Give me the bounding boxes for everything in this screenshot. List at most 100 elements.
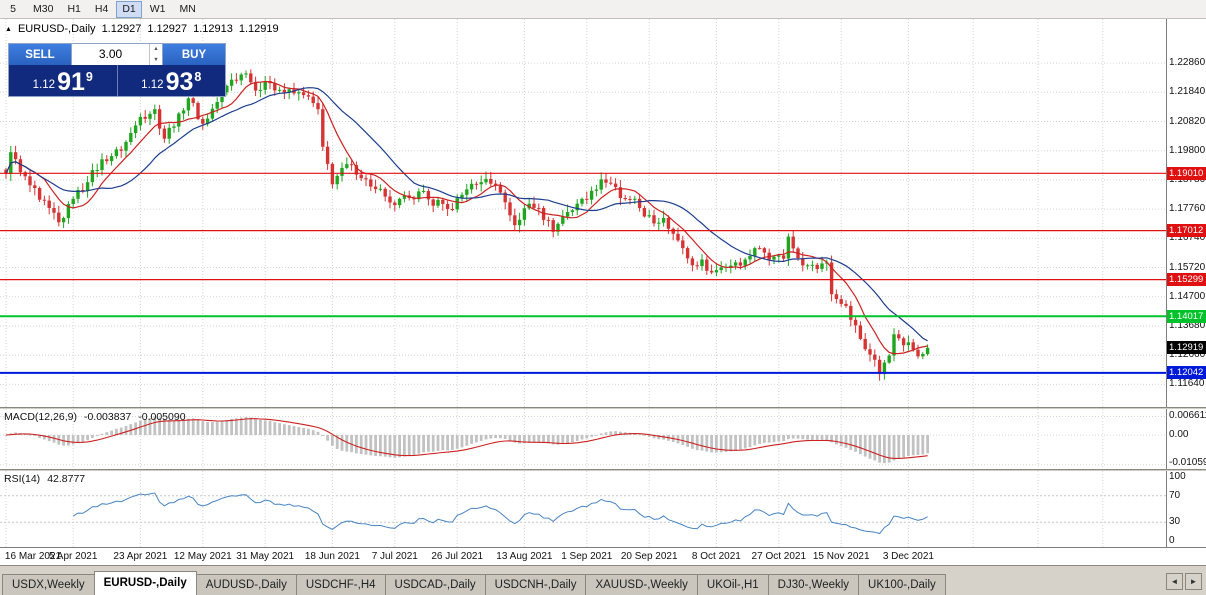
date-axis-label: 3 Dec 2021 <box>882 551 934 562</box>
volume-value[interactable]: 3.00 <box>98 47 123 61</box>
date-axis-label: 23 Apr 2021 <box>113 551 168 562</box>
sell-price-point: 9 <box>85 70 93 84</box>
ohlc-close: 1.12919 <box>238 23 279 35</box>
buy-price-prefix: 1.12 <box>141 79 164 91</box>
rsi-title: RSI(14) <box>4 473 41 485</box>
chart-tab-uk100-daily[interactable]: UK100-,Daily <box>858 574 946 595</box>
chart-tab-eurusd-daily[interactable]: EURUSD-,Daily <box>93 571 197 595</box>
tab-scroll-controls: ◄ ► <box>1166 573 1204 590</box>
price-axis-label: 1.13680 <box>1169 319 1206 331</box>
date-axis-label: 15 Nov 2021 <box>812 551 870 562</box>
tab-scroll-right-button[interactable]: ► <box>1185 573 1202 590</box>
price-axis-label: 1.17760 <box>1169 203 1206 215</box>
price-axis-label: 1.14700 <box>1169 290 1206 302</box>
macd-value: -0.003837 <box>83 411 132 423</box>
date-axis-label: 12 May 2021 <box>173 551 232 562</box>
rsi-header: RSI(14) 42.8777 <box>4 473 85 485</box>
price-axis-label: 1.21840 <box>1169 86 1206 98</box>
chart-tab-ukoil-h1[interactable]: UKOil-,H1 <box>696 574 769 595</box>
rsi-axis-label: 0 <box>1169 535 1175 546</box>
tab-scroll-left-button[interactable]: ◄ <box>1166 573 1183 590</box>
sell-button[interactable]: SELL <box>9 44 71 65</box>
one-click-collapse-icon[interactable]: ▲ <box>5 25 12 33</box>
macd-axis-label: 0.00 <box>1169 429 1189 440</box>
current-price-badge: 1.12919 <box>1167 341 1206 355</box>
rsi-value: 42.8777 <box>47 473 86 485</box>
date-axis-label: 5 Apr 2021 <box>49 551 98 562</box>
hline-price-badge: 1.14017 <box>1167 309 1206 323</box>
date-axis-label: 13 Aug 2021 <box>496 551 553 562</box>
macd-canvas[interactable] <box>0 409 1166 469</box>
chart-window: 1.228601.218401.208201.198001.187801.177… <box>0 19 1206 565</box>
price-axis: 1.228601.218401.208201.198001.187801.177… <box>1166 19 1206 407</box>
chart-tab-bar: USDX,Weekly EURUSD-,Daily AUDUSD-,Daily USD… <box>0 565 1206 595</box>
macd-axis-label: 0.006611 <box>1169 410 1206 422</box>
date-axis-label: 18 Jun 2021 <box>304 551 360 562</box>
rsi-canvas[interactable] <box>0 471 1166 547</box>
ohlc-low: 1.12913 <box>193 23 233 35</box>
hline-price-badge: 1.12042 <box>1167 366 1206 380</box>
date-axis-label: 20 Sep 2021 <box>620 551 678 562</box>
rsi-axis: 100 70 30 0 <box>1166 471 1206 547</box>
sell-price-pips: 91 <box>57 68 85 96</box>
date-axis-label: 27 Oct 2021 <box>751 551 807 562</box>
panel-splitter[interactable] <box>0 407 1206 409</box>
timeframe-button-H4[interactable]: H4 <box>89 1 114 18</box>
date-axis-label: 1 Sep 2021 <box>561 551 613 562</box>
chart-tab-usdchf-h4[interactable]: USDCHF-,H4 <box>295 574 386 595</box>
sell-price-display[interactable]: 1.12 91 9 <box>9 65 118 96</box>
buy-price-pips: 93 <box>165 68 194 96</box>
chart-tab-dj30-weekly[interactable]: DJ30-,Weekly <box>767 574 860 595</box>
buy-price-point: 8 <box>194 70 202 84</box>
timeframe-button-5[interactable]: 5 <box>1 1 25 18</box>
macd-header: MACD(12,26,9) -0.003837 -0.005090 <box>4 411 186 423</box>
date-axis-label: 8 Oct 2021 <box>691 551 741 562</box>
date-axis-label: 31 May 2021 <box>236 551 295 562</box>
one-click-trading-panel: SELL 3.00 ▲ ▼ BUY 1.12 91 9 <box>8 43 226 97</box>
hline-price-badge: 1.17012 <box>1167 224 1206 238</box>
ohlc-high: 1.12927 <box>147 23 188 35</box>
volume-decrease-icon[interactable]: ▼ <box>153 56 159 63</box>
macd-panel: 0.006611 0.00 -0.010590 MACD(12,26,9) -0.0… <box>0 409 1206 469</box>
rsi-panel: 100 70 30 0 RSI(14) 42.8777 <box>0 471 1206 547</box>
chart-tab-xauusd-weekly[interactable]: XAUUSD-,Weekly <box>585 574 698 595</box>
date-axis-label: 26 Jul 2021 <box>431 551 484 562</box>
chart-tab-audusd-daily[interactable]: AUDUSD-,Daily <box>195 574 297 595</box>
chart-header: ▲ EURUSD-,Daily 1.12927 1.12927 1.12913 … <box>5 23 279 35</box>
timeframe-toolbar: 5 M30 H1 H4 D1 W1 MN <box>0 0 1206 19</box>
chart-tab-usdcnh-daily[interactable]: USDCNH-,Daily <box>484 574 587 595</box>
price-axis-label: 1.20820 <box>1169 115 1206 127</box>
panel-splitter[interactable] <box>0 469 1206 471</box>
macd-signal-value: -0.005090 <box>138 411 186 423</box>
volume-increase-icon[interactable]: ▲ <box>153 46 159 53</box>
macd-axis: 0.006611 0.00 -0.010590 <box>1166 409 1206 469</box>
timeframe-button-W1[interactable]: W1 <box>144 1 172 18</box>
chart-tab-usdcad-daily[interactable]: USDCAD-,Daily <box>384 574 486 595</box>
price-panel: 1.228601.218401.208201.198001.187801.177… <box>0 19 1206 407</box>
rsi-axis-label: 70 <box>1169 489 1181 501</box>
chart-tab-usdx-weekly[interactable]: USDX,Weekly <box>2 574 95 595</box>
timeframe-button-MN[interactable]: MN <box>174 1 202 18</box>
chart-symbol-label: EURUSD-,Daily <box>17 23 96 35</box>
date-axis-label: 7 Jul 2021 <box>371 551 418 562</box>
timeframe-button-M30[interactable]: M30 <box>27 1 59 18</box>
hline-price-badge: 1.15299 <box>1167 273 1206 287</box>
timeframe-button-H1[interactable]: H1 <box>61 1 86 18</box>
macd-axis-label: -0.010590 <box>1169 457 1206 468</box>
price-axis-label: 1.16740 <box>1169 232 1206 244</box>
rsi-axis-label: 100 <box>1169 471 1186 482</box>
buy-button[interactable]: BUY <box>163 44 225 65</box>
buy-price-display[interactable]: 1.12 93 8 <box>118 65 226 96</box>
sell-price-prefix: 1.12 <box>32 79 56 91</box>
volume-input[interactable]: 3.00 ▲ ▼ <box>71 44 163 65</box>
price-axis-label: 1.19800 <box>1169 144 1206 156</box>
macd-title: MACD(12,26,9) <box>4 411 77 423</box>
rsi-axis-label: 30 <box>1169 516 1181 528</box>
price-axis-label: 1.11640 <box>1169 378 1205 390</box>
date-axis: 16 Mar 2021 5 Apr 2021 23 Apr 2021 12 May 2… <box>0 547 1206 565</box>
timeframe-button-D1[interactable]: D1 <box>116 0 142 18</box>
date-axis-label: 16 Mar 2021 <box>4 551 62 562</box>
price-chart-canvas[interactable] <box>0 19 1166 407</box>
price-axis-label: 1.12660 <box>1169 349 1206 361</box>
